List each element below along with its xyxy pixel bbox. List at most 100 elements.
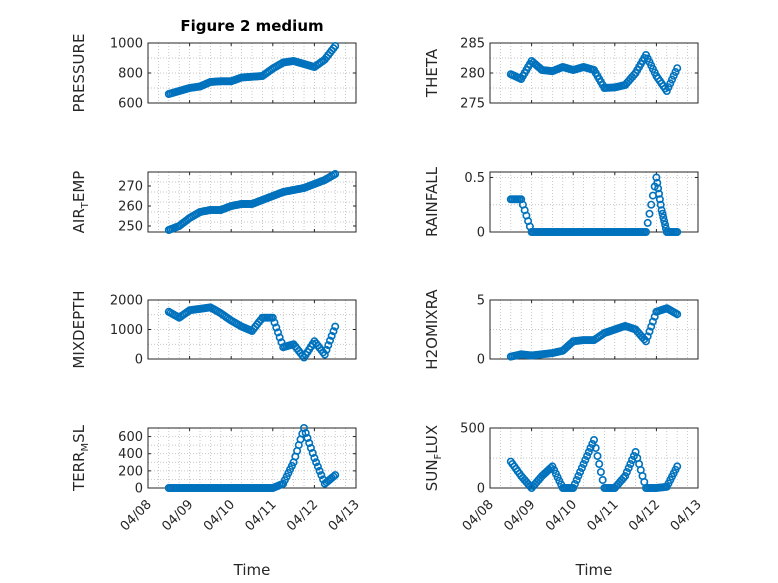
- subplot-7: 0 200 400 600 04/08 04/09 04/10 04/11 04/12 04/13…: [70, 423, 363, 534]
- data-point: [647, 322, 656, 331]
- data-point: [325, 336, 334, 345]
- data-point: [586, 443, 595, 452]
- data-point: [310, 453, 319, 462]
- series-markers: [164, 423, 340, 492]
- y-tick-label: 600: [118, 430, 143, 445]
- x-tick-label: 04/09: [501, 497, 538, 534]
- data-point: [650, 312, 659, 321]
- data-point: [673, 64, 682, 73]
- data-point: [591, 443, 600, 452]
- data-point: [584, 447, 593, 456]
- subplot-4: 0 0.5 RAINFALL: [423, 166, 699, 241]
- series-markers: [506, 50, 682, 96]
- axes-box: [489, 299, 699, 360]
- data-point: [641, 337, 650, 346]
- data-point: [331, 322, 340, 331]
- y-axis-label: SUNFLUX: [423, 425, 444, 491]
- y-axis-label: H2OMIXRA: [423, 289, 441, 370]
- x-axis-label-right: Time: [575, 561, 613, 579]
- data-point: [324, 341, 333, 350]
- data-point: [622, 467, 631, 476]
- data-point: [654, 184, 663, 193]
- data-point: [275, 333, 284, 342]
- data-point: [570, 479, 579, 488]
- data-point: [657, 206, 666, 215]
- subplot-3: 250 260 270 AIRTEMP: [70, 170, 357, 235]
- subplot-8: 0 500 04/08 04/09 04/10 04/11 04/12 04/13 SUNFLU…: [423, 422, 705, 535]
- y-tick-label: 0: [477, 226, 485, 241]
- data-point: [305, 438, 314, 447]
- data-point: [626, 459, 635, 468]
- data-point: [658, 209, 667, 218]
- x-tick-label: 04/09: [159, 497, 196, 534]
- series-markers: [164, 170, 340, 235]
- data-point: [648, 317, 657, 326]
- data-point: [320, 350, 329, 359]
- y-tick-label: 5: [477, 294, 485, 309]
- data-point: [270, 318, 279, 327]
- x-tick-label: 04/11: [585, 497, 622, 534]
- data-point: [621, 471, 630, 480]
- x-tick-label: 04/13: [326, 497, 363, 534]
- x-tick-label: 04/12: [626, 497, 663, 534]
- data-point: [669, 71, 678, 80]
- data-point: [671, 68, 680, 77]
- y-axis-label: PRESSURE: [70, 34, 88, 113]
- y-tick-label: 200: [118, 464, 143, 479]
- series-markers: [506, 435, 682, 492]
- y-tick-label: 260: [118, 200, 143, 215]
- data-point: [583, 451, 592, 460]
- subplot-6: 0 5 H2OMIXRA: [423, 289, 699, 370]
- data-point: [327, 331, 336, 340]
- y-tick-label: 1000: [110, 37, 143, 52]
- data-point: [268, 313, 277, 322]
- data-point: [303, 433, 312, 442]
- data-point: [624, 463, 633, 472]
- data-point: [329, 472, 338, 481]
- data-point: [581, 455, 590, 464]
- data-point: [660, 217, 669, 226]
- y-tick-label: 250: [118, 220, 143, 235]
- data-point: [643, 332, 652, 341]
- data-point: [673, 228, 682, 237]
- x-tick-label: 04/11: [243, 497, 280, 534]
- data-point: [331, 41, 340, 50]
- data-point: [645, 209, 654, 218]
- y-tick-label: 1000: [110, 323, 143, 338]
- axes-box: [489, 427, 699, 489]
- data-point: [315, 466, 324, 475]
- data-point: [322, 345, 331, 354]
- x-tick-label: 04/10: [201, 497, 238, 534]
- data-point: [576, 467, 585, 476]
- data-point: [595, 459, 604, 468]
- data-point: [647, 200, 656, 209]
- data-point: [655, 195, 664, 204]
- data-point: [574, 471, 583, 480]
- data-point: [572, 475, 581, 484]
- data-point: [598, 475, 607, 484]
- series-markers: [164, 41, 340, 99]
- data-point: [673, 462, 682, 471]
- data-point: [312, 458, 321, 467]
- data-point: [272, 323, 281, 332]
- data-point: [666, 79, 675, 88]
- subplot-5: 0 1000 2000 MIXDEPTH: [70, 290, 357, 369]
- data-point: [664, 83, 673, 92]
- x-tick-label: 04/10: [543, 497, 580, 534]
- data-point: [593, 451, 602, 460]
- y-axis-label: RAINFALL: [423, 166, 441, 237]
- y-tick-label: 600: [118, 97, 143, 112]
- y-tick-label: 275: [460, 97, 485, 112]
- data-point: [329, 327, 338, 336]
- figure-title: Figure 2 medium: [180, 17, 323, 35]
- data-point: [652, 173, 661, 182]
- data-point: [673, 310, 682, 319]
- x-tick-label: 04/08: [460, 497, 497, 534]
- data-point: [589, 435, 598, 444]
- y-tick-label: 270: [118, 180, 143, 195]
- y-axis-label: TERRMSL: [70, 424, 91, 492]
- y-tick-label: 500: [460, 422, 485, 437]
- subplot-2: 275 280 285 THETA: [423, 37, 699, 112]
- y-tick-label: 0: [135, 353, 143, 368]
- y-tick-label: 0: [477, 353, 485, 368]
